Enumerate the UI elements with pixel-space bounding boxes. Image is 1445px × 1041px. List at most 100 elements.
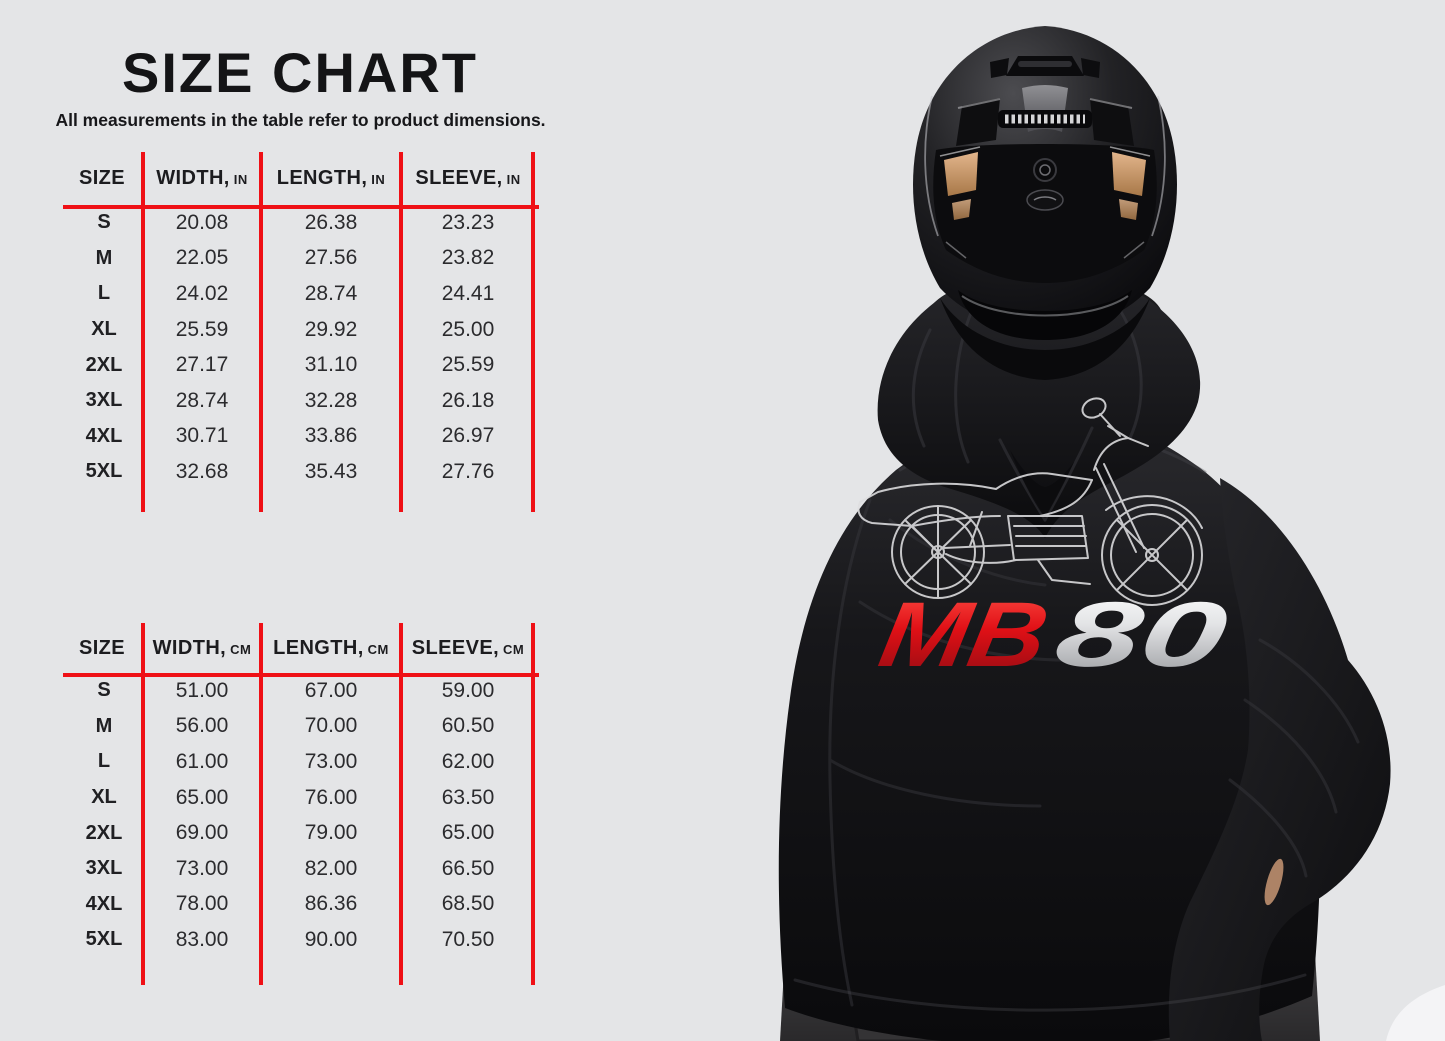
- column-header-length: LENGTH, IN: [276, 167, 386, 189]
- measurement-value: 69.00: [175, 821, 229, 845]
- table-header-rule: [63, 673, 539, 677]
- column-header-sleeve: SLEEVE, CM: [411, 636, 525, 659]
- measurement-value: 82.00: [304, 856, 358, 880]
- table-row: 5XL 32.68 35.43 27.76: [65, 454, 535, 490]
- table-divider: [531, 152, 535, 512]
- table-row: M 22.05 27.56 23.82: [65, 241, 535, 277]
- measurement-value: 30.71: [175, 424, 229, 448]
- measurement-value: 56.00: [175, 714, 229, 738]
- measurement-value: 23.23: [441, 210, 495, 234]
- measurement-value: 60.50: [441, 714, 495, 738]
- table-divider: [399, 623, 403, 985]
- measurement-value: 70.50: [441, 927, 495, 951]
- table-row: XL 65.00 76.00 63.50: [65, 780, 535, 816]
- table-body: S 20.08 26.38 23.23 M 22.05 27.56 23.82 L 24.02 28…: [65, 205, 535, 490]
- size-table-inches: SIZE WIDTH, IN LENGTH, IN SLEEVE, IN S 20.08…: [63, 152, 539, 512]
- size-label: 5XL: [85, 460, 123, 483]
- measurement-value: 35.43: [304, 459, 358, 483]
- table-divider: [259, 623, 263, 985]
- size-label: 4XL: [85, 892, 123, 915]
- measurement-value: 78.00: [175, 892, 229, 916]
- size-label: 5XL: [85, 928, 123, 951]
- table-row: S 20.08 26.38 23.23: [65, 205, 535, 241]
- measurement-value: 73.00: [304, 749, 358, 773]
- measurement-value: 27.17: [175, 353, 229, 377]
- measurement-value: 68.50: [441, 892, 495, 916]
- hand: [1264, 858, 1284, 906]
- measurement-value: 70.00: [304, 714, 358, 738]
- measurement-value: 61.00: [175, 749, 229, 773]
- measurement-value: 73.00: [175, 856, 229, 880]
- measurement-value: 90.00: [304, 927, 358, 951]
- helmet-illustration: [913, 26, 1177, 380]
- table-divider: [399, 152, 403, 512]
- table-header-rule: [63, 205, 539, 209]
- table-row: 2XL 27.17 31.10 25.59: [65, 347, 535, 383]
- measurement-value: 25.59: [175, 317, 229, 341]
- table-row: 4XL 78.00 86.36 68.50: [65, 887, 535, 923]
- measurement-value: 20.08: [175, 210, 229, 234]
- size-label: 2XL: [85, 353, 123, 376]
- size-label: L: [97, 282, 111, 305]
- measurement-value: 26.38: [304, 210, 358, 234]
- column-header-width: WIDTH, IN: [156, 167, 248, 189]
- measurement-value: 29.92: [304, 317, 358, 341]
- table-row: L 24.02 28.74 24.41: [65, 276, 535, 312]
- logo-mb-text: MB: [873, 583, 1056, 686]
- table-row: 2XL 69.00 79.00 65.00: [65, 815, 535, 851]
- measurement-value: 25.00: [441, 317, 495, 341]
- column-header-size: SIZE: [78, 636, 126, 659]
- measurement-value: 83.00: [175, 927, 229, 951]
- measurement-value: 31.10: [304, 353, 358, 377]
- measurement-value: 28.74: [175, 388, 229, 412]
- measurement-value: 26.18: [441, 388, 495, 412]
- column-header-width: WIDTH, CM: [152, 636, 252, 659]
- table-header-row: SIZE WIDTH, CM LENGTH, CM SLEEVE, CM: [65, 623, 535, 673]
- size-label: S: [97, 679, 111, 702]
- size-label: 3XL: [85, 389, 123, 412]
- size-label: 2XL: [85, 821, 123, 844]
- table-row: L 61.00 73.00 62.00: [65, 744, 535, 780]
- measurement-value: 65.00: [175, 785, 229, 809]
- measurement-value: 59.00: [441, 678, 495, 702]
- table-row: 3XL 28.74 32.28 26.18: [65, 383, 535, 419]
- size-label: M: [95, 246, 113, 269]
- measurement-value: 79.00: [304, 821, 358, 845]
- table-row: 4XL 30.71 33.86 26.97: [65, 419, 535, 455]
- page-title: SIZE CHART: [122, 41, 478, 104]
- size-chart-panel: SIZE CHART All measurements in the table…: [0, 0, 700, 1041]
- table-divider: [259, 152, 263, 512]
- measurement-value: 66.50: [441, 856, 495, 880]
- size-label: 4XL: [85, 424, 123, 447]
- size-label: XL: [91, 318, 117, 341]
- measurement-value: 23.82: [441, 246, 495, 270]
- size-label: S: [97, 211, 111, 234]
- size-label: M: [95, 714, 113, 737]
- size-label: 3XL: [85, 857, 123, 880]
- measurement-value: 62.00: [441, 749, 495, 773]
- table-divider: [141, 623, 145, 985]
- product-photo: MB 80: [700, 0, 1445, 1041]
- measurement-value: 26.97: [441, 424, 495, 448]
- model-photo: MB 80: [700, 0, 1445, 1041]
- column-header-size: SIZE: [78, 167, 126, 189]
- measurement-value: 86.36: [304, 892, 358, 916]
- measurement-value: 63.50: [441, 785, 495, 809]
- measurement-value: 67.00: [304, 678, 358, 702]
- column-header-length: LENGTH, CM: [273, 636, 389, 659]
- measurement-value: 24.02: [175, 281, 229, 305]
- measurement-value: 24.41: [441, 281, 495, 305]
- table-row: 3XL 73.00 82.00 66.50: [65, 851, 535, 887]
- logo-80-text: 80: [1049, 583, 1235, 686]
- page-subtitle: All measurements in the table refer to p…: [55, 110, 546, 130]
- table-row: M 56.00 70.00 60.50: [65, 709, 535, 745]
- table-row: 5XL 83.00 90.00 70.50: [65, 922, 535, 958]
- mb80-logo: MB 80: [873, 583, 1235, 686]
- table-divider: [141, 152, 145, 512]
- motorcycle-line-art: [857, 397, 1203, 606]
- measurement-value: 32.68: [175, 459, 229, 483]
- size-label: L: [97, 750, 111, 773]
- size-label: XL: [91, 786, 117, 809]
- column-header-sleeve: SLEEVE, IN: [415, 167, 521, 189]
